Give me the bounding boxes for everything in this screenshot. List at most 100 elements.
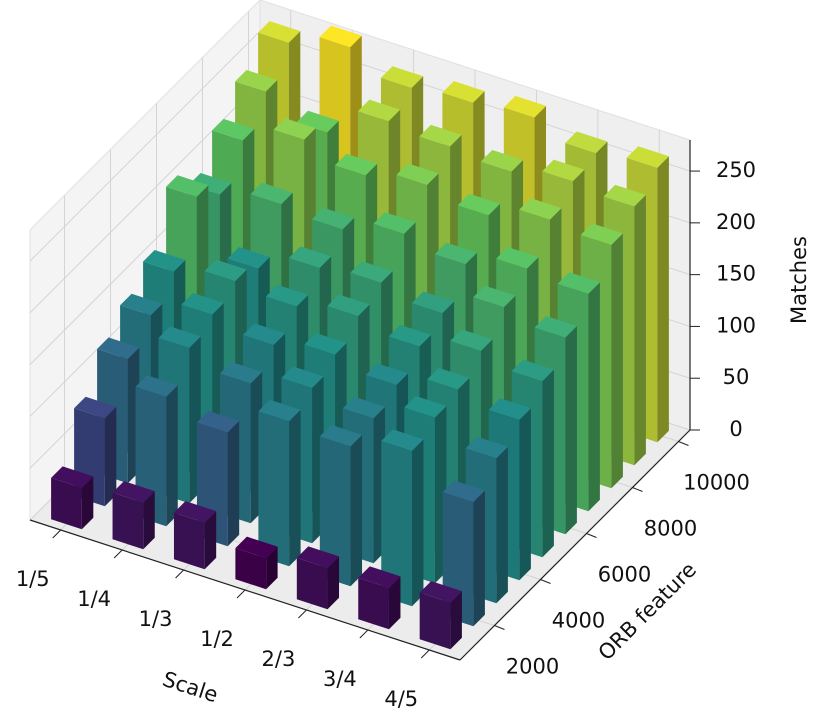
z-tick-label: 0 xyxy=(729,417,742,441)
bar-face xyxy=(388,324,432,347)
bar-face xyxy=(496,247,539,269)
bar-face xyxy=(411,439,424,607)
grid-line xyxy=(29,30,261,262)
bar-face xyxy=(411,291,455,313)
bar-face xyxy=(235,548,267,590)
y-tick-label: 6000 xyxy=(598,563,651,587)
z-tick-label: 250 xyxy=(716,158,756,182)
bar-face xyxy=(143,250,186,272)
bar xyxy=(319,424,363,587)
bar-face xyxy=(235,536,278,559)
bar-face xyxy=(380,66,424,88)
bar-face xyxy=(173,501,217,523)
bar-face xyxy=(488,398,531,420)
bar-face xyxy=(158,326,201,348)
bar-face xyxy=(404,396,447,418)
bar-face xyxy=(112,492,144,550)
bar-face xyxy=(465,436,508,459)
bar-face xyxy=(565,131,608,153)
bar-face xyxy=(112,481,155,503)
bar-face xyxy=(196,410,240,433)
bar-face xyxy=(373,212,416,234)
bar-face xyxy=(381,440,412,607)
bar-face xyxy=(327,556,340,610)
y-tick-label: 2000 xyxy=(506,655,559,679)
bar-face xyxy=(281,366,324,388)
y-tick xyxy=(586,533,597,538)
bar-face xyxy=(511,359,554,382)
bar-face xyxy=(242,323,286,345)
bar-face xyxy=(503,95,547,118)
x-tick-label: 1/4 xyxy=(77,587,111,611)
bar-face xyxy=(51,466,94,488)
bar xyxy=(112,481,155,550)
bar-face xyxy=(442,81,485,103)
bar xyxy=(419,581,462,650)
bar-face xyxy=(227,247,270,269)
z-tick-label: 50 xyxy=(723,365,750,389)
bar-face xyxy=(388,576,401,630)
bar-face xyxy=(166,175,209,197)
bar-face xyxy=(396,163,439,185)
bar-face xyxy=(304,333,347,355)
bar-face xyxy=(657,156,669,443)
bar-face xyxy=(81,476,94,530)
bar-face xyxy=(212,118,255,141)
bar-face xyxy=(580,223,623,245)
x-tick xyxy=(236,589,246,599)
bar xyxy=(358,566,401,630)
bar-face xyxy=(588,282,600,512)
bar xyxy=(381,429,424,607)
x-tick xyxy=(113,549,123,559)
bar-face xyxy=(135,375,178,397)
bar-face xyxy=(357,99,401,122)
bar-face xyxy=(473,490,485,627)
bar-face xyxy=(350,434,363,587)
y-tick-label: 10000 xyxy=(683,471,750,495)
bar-face xyxy=(311,207,355,230)
bar-face xyxy=(542,159,585,182)
x-tick xyxy=(420,649,430,659)
bar-face xyxy=(450,329,493,351)
bar xyxy=(173,501,217,570)
x-axis-label: Scale xyxy=(160,667,221,707)
y-tick-label: 8000 xyxy=(644,517,697,541)
bar-face xyxy=(319,25,362,48)
bar-face xyxy=(342,396,386,419)
bar-face xyxy=(227,420,240,547)
bar-face xyxy=(265,284,309,307)
x-tick xyxy=(52,529,62,539)
bar-face xyxy=(204,511,217,570)
bar-face xyxy=(480,150,524,172)
bar-face xyxy=(519,408,531,581)
bar-face xyxy=(319,424,363,447)
x-tick-label: 1/5 xyxy=(16,567,50,591)
bar-face xyxy=(273,118,316,140)
z-tick-label: 100 xyxy=(716,313,756,337)
bar-face xyxy=(603,184,646,207)
y-tick xyxy=(540,579,551,584)
bar-face xyxy=(557,272,600,294)
bar-face xyxy=(450,591,462,650)
bar-face xyxy=(358,577,389,630)
bar-face xyxy=(358,566,401,588)
z-axis-label: Matches xyxy=(787,236,811,324)
bar-face xyxy=(542,369,554,558)
bar-face xyxy=(565,325,577,535)
bar-face xyxy=(419,592,451,650)
bar-face xyxy=(334,153,378,176)
bar-face xyxy=(250,182,293,205)
bar-face xyxy=(288,246,332,268)
x-tick-label: 4/5 xyxy=(384,687,418,711)
x-tick xyxy=(359,629,369,639)
bar-face xyxy=(204,259,247,282)
bar-face xyxy=(427,367,470,390)
bar xyxy=(51,466,94,530)
x-tick-label: 1/3 xyxy=(139,607,173,631)
bar-face xyxy=(319,436,351,587)
bar-face xyxy=(296,546,340,568)
bar-face xyxy=(258,21,301,43)
bar xyxy=(235,536,278,590)
z-tick-label: 200 xyxy=(716,210,756,234)
